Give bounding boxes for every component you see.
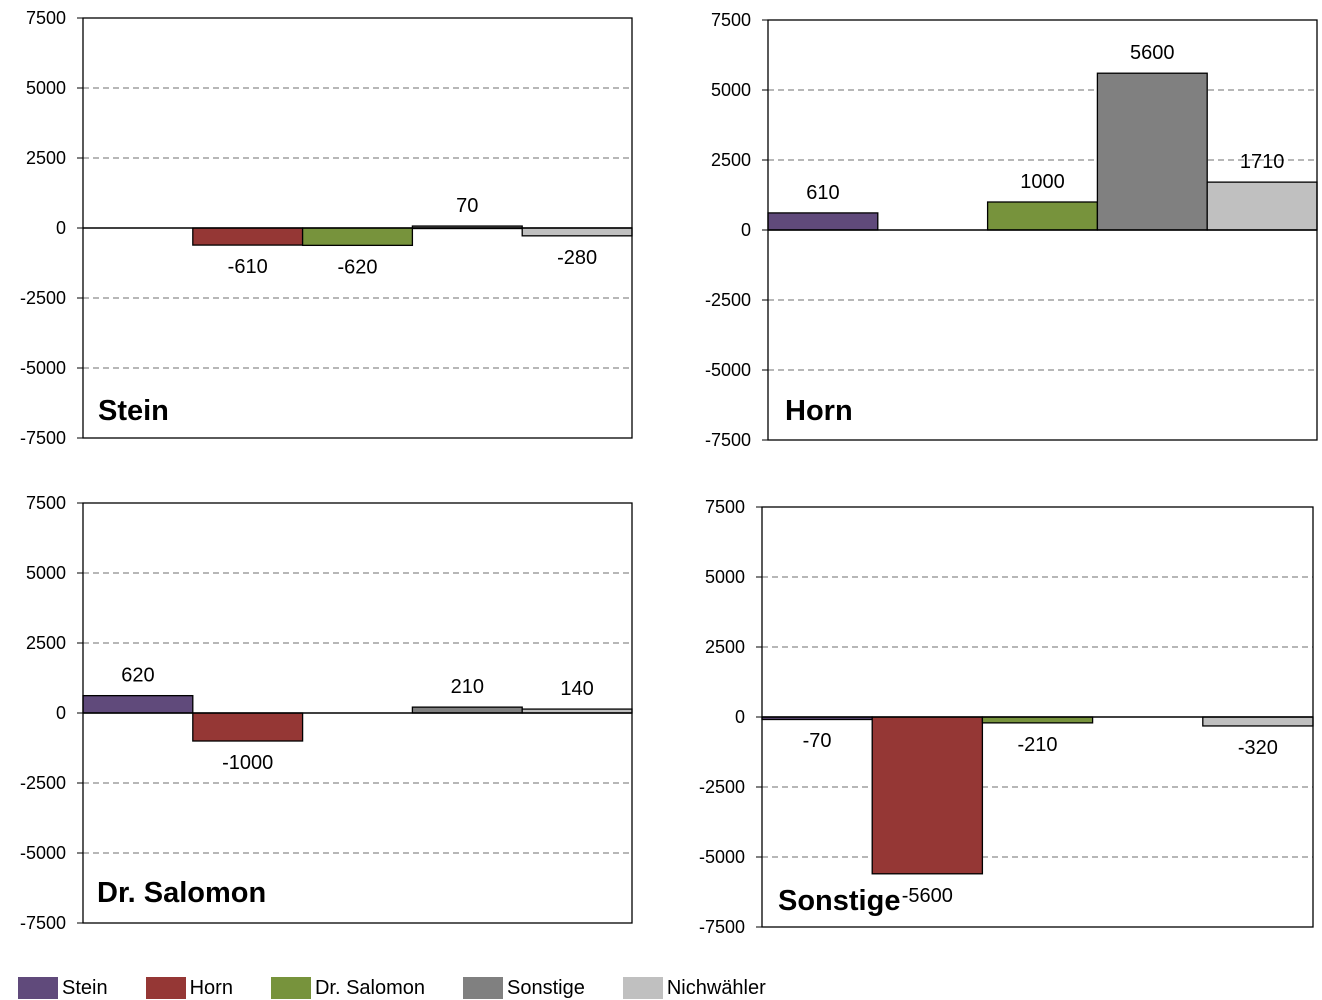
legend-swatch [18, 977, 58, 999]
bar [82, 694, 194, 714]
plot-frame [82, 502, 633, 924]
bar [521, 227, 633, 237]
data-label: 5600 [1130, 42, 1175, 64]
data-label: -210 [1017, 734, 1057, 756]
legend-swatch [145, 977, 186, 999]
legend-swatch [270, 977, 311, 999]
data-label: 620 [121, 665, 154, 687]
panel-title: Sonstige [778, 885, 900, 917]
chart-panel: 7500 5000 2500 0 -2500 -5000 -7500 620 -1000 210 1… [20, 493, 633, 933]
plot-frame [767, 19, 1318, 441]
data-label: 1710 [1240, 151, 1285, 173]
data-label: -70 [803, 730, 832, 752]
data-label: -5600 [902, 885, 953, 907]
bar [411, 706, 523, 714]
bar [192, 712, 304, 742]
y-tick-label: 0 [735, 707, 745, 727]
data-label: -1000 [222, 752, 273, 774]
data-label: 140 [560, 678, 593, 700]
y-tick-label: 7500 [711, 10, 751, 30]
plot-frame [82, 17, 633, 439]
y-tick-label: 5000 [711, 80, 751, 100]
legend-label: Nichwähler [666, 976, 766, 999]
legend-item: Nichwähler [622, 976, 766, 1000]
y-tick-label: -2500 [705, 290, 751, 310]
legend-swatch [622, 977, 663, 999]
data-label: -620 [337, 256, 377, 278]
y-tick-label: -2500 [699, 777, 745, 797]
y-tick-label: 5000 [26, 78, 66, 98]
y-tick-label: 0 [56, 703, 66, 723]
legend-label: Stein [62, 976, 108, 999]
y-tick-label: -2500 [20, 773, 66, 793]
data-label: 210 [451, 676, 484, 698]
legend-swatch [463, 977, 504, 999]
plot-frame [761, 506, 1314, 928]
bar [871, 716, 984, 875]
bar [1206, 181, 1318, 231]
legend-label: Sonstige [507, 976, 585, 999]
bar [192, 227, 304, 246]
y-tick-label: 2500 [705, 637, 745, 657]
chart-panel: 7500 5000 2500 0 -2500 -5000 -7500 -70 -5600 -210… [699, 497, 1314, 937]
data-label: 1000 [1020, 171, 1065, 193]
data-label: -610 [228, 256, 268, 278]
bar [986, 201, 1099, 231]
bar [301, 227, 414, 247]
y-tick-label: 7500 [705, 497, 745, 517]
legend-item: Stein [18, 977, 108, 1000]
chart-panel: 7500 5000 2500 0 -2500 -5000 -7500 -610 -620 70 -2… [20, 8, 633, 448]
data-label: 610 [806, 182, 839, 204]
legend: Stein Horn Dr. Salomon Sonstige Nichwähler [18, 976, 804, 1000]
bar [767, 212, 879, 231]
legend-item: Horn [145, 976, 233, 1000]
legend-label: Horn [189, 976, 233, 999]
y-tick-label: -5000 [20, 358, 66, 378]
y-tick-label: -5000 [705, 360, 751, 380]
bar [981, 716, 1094, 724]
y-tick-label: 0 [741, 220, 751, 240]
panel-title: Stein [98, 395, 169, 427]
y-tick-label: 5000 [705, 567, 745, 587]
bar [1096, 72, 1208, 231]
y-tick-label: 7500 [26, 8, 66, 28]
panel-title: Horn [785, 395, 853, 427]
y-tick-label: -7500 [705, 430, 751, 450]
data-label: -320 [1238, 737, 1278, 759]
panel-title: Dr. Salomon [97, 877, 266, 909]
legend-label: Dr. Salomon [314, 976, 426, 999]
y-tick-label: -7500 [20, 913, 66, 933]
y-tick-label: 5000 [26, 563, 66, 583]
y-tick-label: -7500 [20, 428, 66, 448]
data-label: -280 [557, 247, 597, 269]
legend-item: Sonstige [463, 977, 585, 1000]
chart-panel: 7500 5000 2500 0 -2500 -5000 -7500 610 1000 5600 1… [705, 10, 1318, 450]
y-tick-label: -7500 [699, 917, 745, 937]
data-label: 70 [456, 195, 478, 217]
y-tick-label: 2500 [711, 150, 751, 170]
bar [1202, 716, 1314, 727]
legend-item: Dr. Salomon [270, 976, 426, 1000]
y-tick-label: 2500 [26, 633, 66, 653]
y-tick-label: -5000 [699, 847, 745, 867]
y-tick-label: 2500 [26, 148, 66, 168]
y-tick-label: 0 [56, 218, 66, 238]
y-tick-label: 7500 [26, 493, 66, 513]
y-tick-label: -5000 [20, 843, 66, 863]
y-tick-label: -2500 [20, 288, 66, 308]
